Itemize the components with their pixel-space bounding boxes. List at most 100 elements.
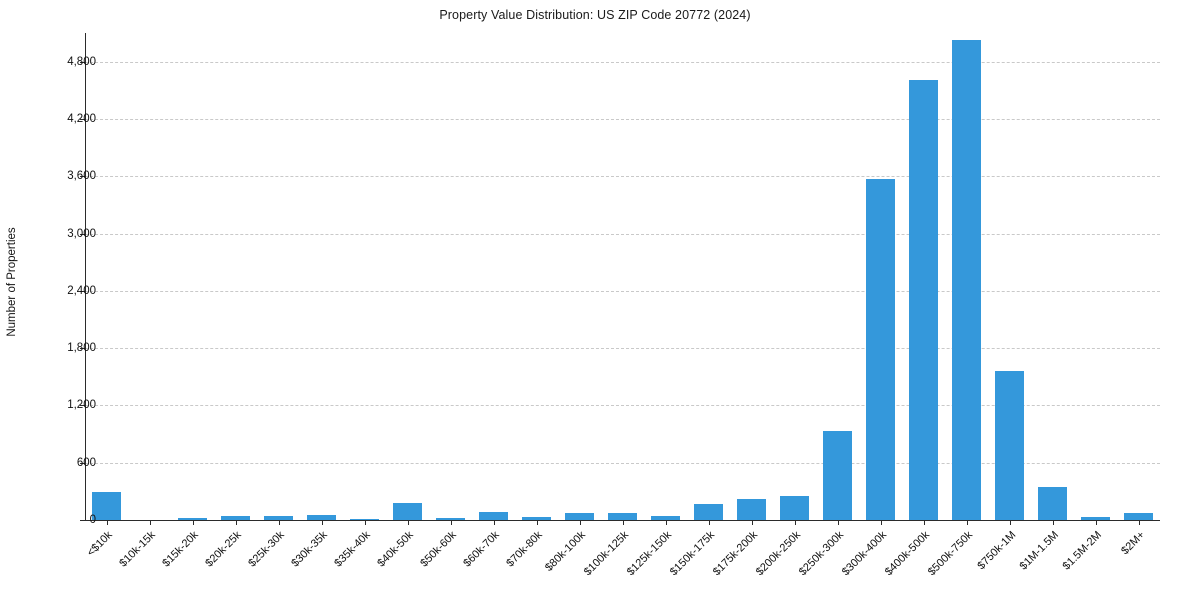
x-tick-label: $100k-125k bbox=[581, 529, 631, 579]
bar[interactable] bbox=[866, 178, 895, 520]
y-tick-label: 600 bbox=[76, 456, 96, 469]
bar[interactable] bbox=[651, 516, 680, 520]
bar[interactable] bbox=[737, 499, 766, 520]
x-tick-mark bbox=[1052, 520, 1054, 525]
bar[interactable] bbox=[350, 518, 379, 520]
y-tick-mark bbox=[80, 118, 85, 120]
x-tick-label: <$10k bbox=[85, 529, 115, 559]
y-gridline bbox=[85, 462, 1160, 464]
y-tick-label: 1,800 bbox=[67, 342, 96, 355]
x-tick-mark bbox=[450, 520, 452, 525]
x-tick-label: $50k-60k bbox=[418, 529, 459, 570]
x-tick-mark bbox=[880, 520, 882, 525]
bar[interactable] bbox=[780, 495, 809, 520]
x-tick-label: $20k-25k bbox=[203, 529, 244, 570]
bar[interactable] bbox=[565, 512, 594, 520]
bar[interactable] bbox=[264, 516, 293, 520]
bar[interactable] bbox=[393, 502, 422, 520]
x-tick-mark bbox=[794, 520, 796, 525]
bar[interactable] bbox=[522, 517, 551, 520]
y-gridline bbox=[85, 348, 1160, 350]
x-tick-label: $80k-100k bbox=[543, 529, 588, 574]
y-tick-label: 2,400 bbox=[67, 284, 96, 297]
x-tick-label: $175k-200k bbox=[710, 529, 760, 579]
bar[interactable] bbox=[995, 370, 1024, 520]
y-tick-label: 4,800 bbox=[67, 55, 96, 68]
bar[interactable] bbox=[436, 518, 465, 520]
x-tick-mark bbox=[192, 520, 194, 525]
x-tick-mark bbox=[579, 520, 581, 525]
x-tick-label: $35k-40k bbox=[332, 529, 373, 570]
x-tick-label: $200k-250k bbox=[753, 529, 803, 579]
x-tick-mark bbox=[1138, 520, 1140, 525]
x-tick-mark bbox=[321, 520, 323, 525]
x-tick-label: $500k-750k bbox=[925, 529, 975, 579]
x-tick-label: $10k-15k bbox=[117, 529, 158, 570]
y-tick-mark bbox=[80, 233, 85, 235]
y-gridline bbox=[85, 61, 1160, 63]
x-tick-label: $1.5M-2M bbox=[1060, 529, 1104, 573]
bar[interactable] bbox=[178, 518, 207, 520]
x-tick-mark bbox=[278, 520, 280, 525]
y-gridline bbox=[85, 233, 1160, 235]
x-tick-mark bbox=[149, 520, 151, 525]
bar[interactable] bbox=[909, 79, 938, 520]
x-tick-label: $2M+ bbox=[1118, 529, 1147, 558]
x-tick-mark bbox=[708, 520, 710, 525]
y-gridline bbox=[85, 176, 1160, 178]
y-tick-label: 4,200 bbox=[67, 112, 96, 125]
x-tick-mark bbox=[407, 520, 409, 525]
chart-title: Property Value Distribution: US ZIP Code… bbox=[439, 8, 751, 22]
x-tick-mark bbox=[923, 520, 925, 525]
plot-area bbox=[85, 33, 1160, 520]
bar[interactable] bbox=[221, 516, 250, 520]
y-axis-line bbox=[85, 33, 86, 520]
y-tick-mark bbox=[80, 520, 85, 521]
bar[interactable] bbox=[952, 40, 981, 520]
bar[interactable] bbox=[479, 511, 508, 520]
y-gridline bbox=[85, 405, 1160, 407]
x-tick-mark bbox=[493, 520, 495, 525]
x-tick-mark bbox=[1095, 520, 1097, 525]
x-tick-label: $25k-30k bbox=[246, 529, 287, 570]
x-tick-mark bbox=[1009, 520, 1011, 525]
x-tick-label: $70k-80k bbox=[504, 529, 545, 570]
x-tick-label: $40k-50k bbox=[375, 529, 416, 570]
bar[interactable] bbox=[92, 491, 121, 520]
x-tick-mark bbox=[665, 520, 667, 525]
x-tick-mark bbox=[364, 520, 366, 525]
y-tick-mark bbox=[80, 462, 85, 464]
bar[interactable] bbox=[1038, 486, 1067, 520]
x-tick-mark bbox=[622, 520, 624, 525]
y-tick-label: 1,200 bbox=[67, 399, 96, 412]
x-tick-label: $15k-20k bbox=[160, 529, 201, 570]
x-tick-mark bbox=[837, 520, 839, 525]
bar[interactable] bbox=[823, 431, 852, 520]
y-tick-mark bbox=[80, 61, 85, 63]
x-tick-mark bbox=[536, 520, 538, 525]
x-tick-label: $750k-1M bbox=[974, 529, 1018, 573]
y-tick-mark bbox=[80, 348, 85, 350]
x-tick-label: $125k-150k bbox=[624, 529, 674, 579]
bar[interactable] bbox=[608, 513, 637, 520]
x-tick-label: $150k-175k bbox=[667, 529, 717, 579]
y-tick-label: 0 bbox=[89, 514, 96, 526]
bar[interactable] bbox=[1124, 512, 1153, 520]
x-tick-label: $60k-70k bbox=[461, 529, 502, 570]
x-tick-mark bbox=[966, 520, 968, 525]
x-tick-label: $1M-1.5M bbox=[1017, 529, 1061, 573]
y-tick-label: 3,000 bbox=[67, 227, 96, 240]
x-tick-label: $400k-500k bbox=[882, 529, 932, 579]
bar[interactable] bbox=[307, 514, 336, 520]
x-tick-mark bbox=[106, 520, 108, 525]
x-tick-label: $300k-400k bbox=[839, 529, 889, 579]
x-tick-mark bbox=[751, 520, 753, 525]
y-tick-mark bbox=[80, 405, 85, 407]
x-tick-label: $30k-35k bbox=[289, 529, 330, 570]
y-gridline bbox=[85, 118, 1160, 120]
bar[interactable] bbox=[1081, 517, 1110, 520]
x-tick-mark bbox=[235, 520, 237, 525]
y-tick-label: 3,600 bbox=[67, 170, 96, 183]
bar[interactable] bbox=[694, 503, 723, 520]
